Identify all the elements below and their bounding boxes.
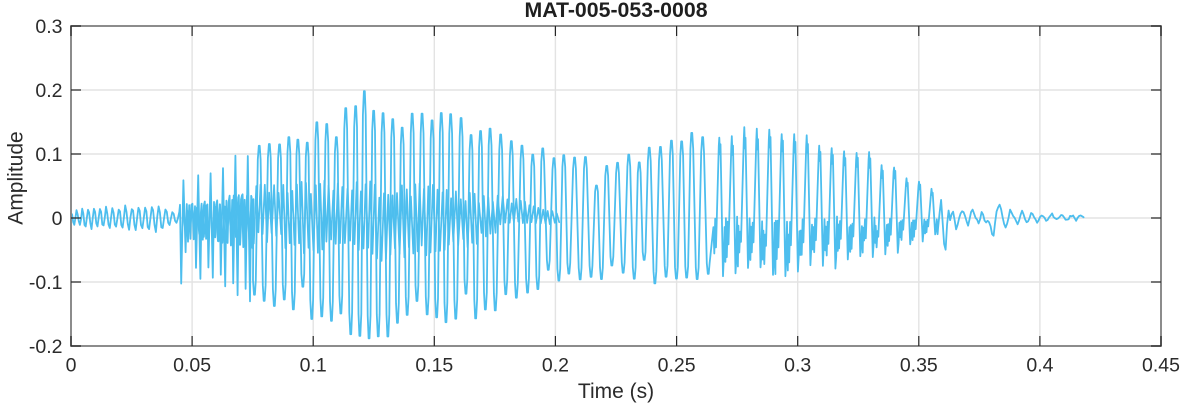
svg-text:0: 0	[66, 355, 77, 377]
svg-text:0.25: 0.25	[658, 355, 696, 377]
svg-text:0.45: 0.45	[1142, 355, 1180, 377]
svg-text:0: 0	[52, 208, 63, 230]
svg-text:MAT-005-053-0008: MAT-005-053-0008	[524, 0, 707, 22]
svg-text:Amplitude: Amplitude	[5, 131, 28, 224]
svg-text:Time (s): Time (s)	[578, 380, 654, 403]
svg-text:0.4: 0.4	[1026, 355, 1053, 377]
svg-text:0.3: 0.3	[35, 16, 62, 38]
svg-text:0.35: 0.35	[900, 355, 938, 377]
svg-text:-0.2: -0.2	[29, 336, 63, 358]
svg-text:-0.1: -0.1	[29, 272, 63, 294]
svg-text:0.3: 0.3	[784, 355, 811, 377]
svg-text:0.05: 0.05	[173, 355, 211, 377]
svg-text:0.15: 0.15	[415, 355, 453, 377]
svg-text:0.2: 0.2	[542, 355, 569, 377]
svg-text:0.2: 0.2	[35, 80, 62, 102]
svg-text:0.1: 0.1	[35, 144, 62, 166]
svg-text:0.1: 0.1	[300, 355, 327, 377]
